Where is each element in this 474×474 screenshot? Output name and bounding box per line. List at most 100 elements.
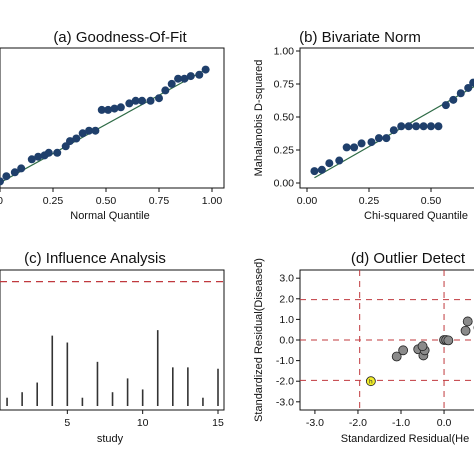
panel-a-x-tick-label: 1.00 xyxy=(202,195,223,207)
panel-b-data-point xyxy=(419,122,428,131)
panel-d-y-tick-label: -3.0 xyxy=(276,396,294,408)
panel-b-data-point xyxy=(397,122,406,131)
panel-d-y-tick-label: 3.0 xyxy=(279,273,294,285)
panel-d-y-axis-label: Standardized Residual(Diseased) xyxy=(253,258,265,422)
panel-a-data-point xyxy=(2,172,11,181)
panel-b-data-point xyxy=(342,143,351,152)
panel-b-y-tick-label: 0.25 xyxy=(274,145,295,157)
panel-a-data-point xyxy=(125,99,134,108)
panel-a-data-point xyxy=(110,104,119,113)
panel-a-data-point xyxy=(131,96,140,105)
panel-a-data-point xyxy=(201,65,210,74)
panel-d-y-tick-label: 1.0 xyxy=(279,314,294,326)
panel-a-data-point xyxy=(155,94,163,103)
panel-d-x-axis-label: Standardized Residual(He xyxy=(341,433,469,445)
panel-a-x-ticks: 0 0.25 0.50 0.75 1.00 xyxy=(0,188,222,207)
panel-b-x-tick-label: 0.50 xyxy=(421,195,442,207)
panel-a-title: (a) Goodness-Of-Fit xyxy=(53,29,187,46)
panel-a-data-point xyxy=(97,105,106,114)
panel-b-data-point xyxy=(357,139,366,148)
panel-a-data-point xyxy=(91,126,100,135)
panel-b-marks xyxy=(310,78,474,179)
panel-a-data-point xyxy=(44,148,53,157)
panel-c-x-tick-label: 5 xyxy=(64,417,70,429)
panel-c-x-tick-label: 15 xyxy=(212,417,224,429)
panel-d-data-point xyxy=(391,351,402,362)
panel-d-x-tick-label: -2.0 xyxy=(349,417,367,429)
panel-d-y-tick-label: -2.0 xyxy=(276,376,294,388)
panel-c-x-axis-label: study xyxy=(97,433,124,445)
panel-b-data-point xyxy=(335,156,344,165)
panel-a-marks xyxy=(0,65,210,186)
panel-a-data-point xyxy=(174,74,183,83)
panel-b-data-point xyxy=(310,167,319,176)
panel-a-data-point xyxy=(78,129,87,138)
panel-d-data-point xyxy=(443,335,454,346)
panel-a-x-tick-label: 0.75 xyxy=(149,195,170,207)
panel-a-data-point xyxy=(116,103,125,112)
panel-b-y-tick-label: 0.75 xyxy=(274,79,295,91)
panel-b-data-point xyxy=(325,159,334,168)
panel-b-plot-frame xyxy=(299,47,474,189)
panel-b-data-point xyxy=(434,122,443,131)
panel-b-data-point xyxy=(404,122,413,131)
panel-b-y-tick-label: 1.00 xyxy=(274,46,295,58)
panel-c-x-ticks: 5 10 15 xyxy=(64,410,224,429)
panel-d-data-point xyxy=(398,345,409,356)
panel-c-plot-frame xyxy=(0,269,225,411)
panel-b-x-tick-label: 0.00 xyxy=(297,195,318,207)
panel-a-data-point xyxy=(186,72,195,81)
panel-a-x-tick-label: 0.25 xyxy=(43,195,64,207)
panel-a-data-point xyxy=(0,177,4,186)
panel-c-marks xyxy=(0,281,224,406)
panel-b-data-point xyxy=(427,122,435,131)
panel-a-x-axis-label: Normal Quantile xyxy=(70,210,149,222)
panel-b-data-point xyxy=(449,95,458,104)
panel-d-x-tick-label: 0.0 xyxy=(437,417,452,429)
panel-a-data-point xyxy=(180,74,189,83)
panel-a-data-point xyxy=(85,126,94,135)
panel-a-data-point xyxy=(10,168,19,177)
panel-d-data-point xyxy=(460,325,471,336)
panel-a-data-point xyxy=(104,105,113,114)
panel-b-data-point xyxy=(412,122,421,131)
panel-b-y-ticks: 0.00 0.25 0.50 0.75 1.00 xyxy=(274,46,300,190)
panel-d-marks: h xyxy=(300,270,474,410)
panel-d-y-ticks: 3.0 2.0 1.0 0.0 -1.0 -2.0 -3.0 xyxy=(276,273,300,408)
panel-d-data-point xyxy=(417,341,428,352)
panel-a-data-point xyxy=(146,96,155,105)
panel-c-influence-analysis: (c) Influence Analysis 5 10 15 study xyxy=(0,250,225,445)
panel-b-y-axis-label: Mahalanobis D-squared xyxy=(253,60,265,177)
panel-a-x-tick-label: 0.50 xyxy=(96,195,117,207)
panel-d-y-tick-label: -1.0 xyxy=(276,355,294,367)
panel-b-x-ticks: 0.00 0.25 0.50 xyxy=(297,188,442,207)
panel-d-data-point xyxy=(365,376,376,387)
panel-b-bivariate-normality: (b) Bivariate Norm 0.00 0.25 0.50 0.00 0.25… xyxy=(253,29,474,222)
panel-c-x-tick-label: 10 xyxy=(137,417,149,429)
panel-d-title: (d) Outlier Detect xyxy=(351,250,466,267)
panel-a-data-point xyxy=(167,79,176,88)
panel-b-data-point xyxy=(374,134,383,143)
panel-a-fit-line xyxy=(0,69,206,184)
panel-b-y-tick-label: 0.50 xyxy=(274,112,295,124)
panel-a-data-point xyxy=(72,134,81,143)
panel-d-outlier-detection: (d) Outlier Detect -3.0 -2.0 -1.0 0.0 1.0 3.… xyxy=(253,250,474,445)
panel-a-data-point xyxy=(53,148,62,157)
panel-d-y-tick-label: 2.0 xyxy=(279,293,294,305)
panel-a-x-tick-label: 0 xyxy=(0,195,3,207)
panel-b-data-point xyxy=(456,89,465,98)
panel-b-data-point xyxy=(367,138,376,147)
panel-d-point-label: h xyxy=(369,379,373,386)
panel-d-x-ticks: -3.0-2.0-1.00.01.0 xyxy=(306,410,452,429)
panel-a-data-point xyxy=(17,164,26,173)
panel-b-y-tick-label: 0.00 xyxy=(274,178,295,190)
panel-b-title: (b) Bivariate Norm xyxy=(299,29,421,46)
panel-d-y-tick-label: 0.0 xyxy=(279,335,294,347)
panel-d-x-tick-label: -1.0 xyxy=(392,417,410,429)
panel-b-data-point xyxy=(317,165,326,174)
panel-b-x-tick-label: 0.25 xyxy=(359,195,380,207)
panel-a-data-point xyxy=(34,152,43,161)
panel-b-data-point xyxy=(464,83,473,92)
panel-b-data-point xyxy=(382,134,391,143)
